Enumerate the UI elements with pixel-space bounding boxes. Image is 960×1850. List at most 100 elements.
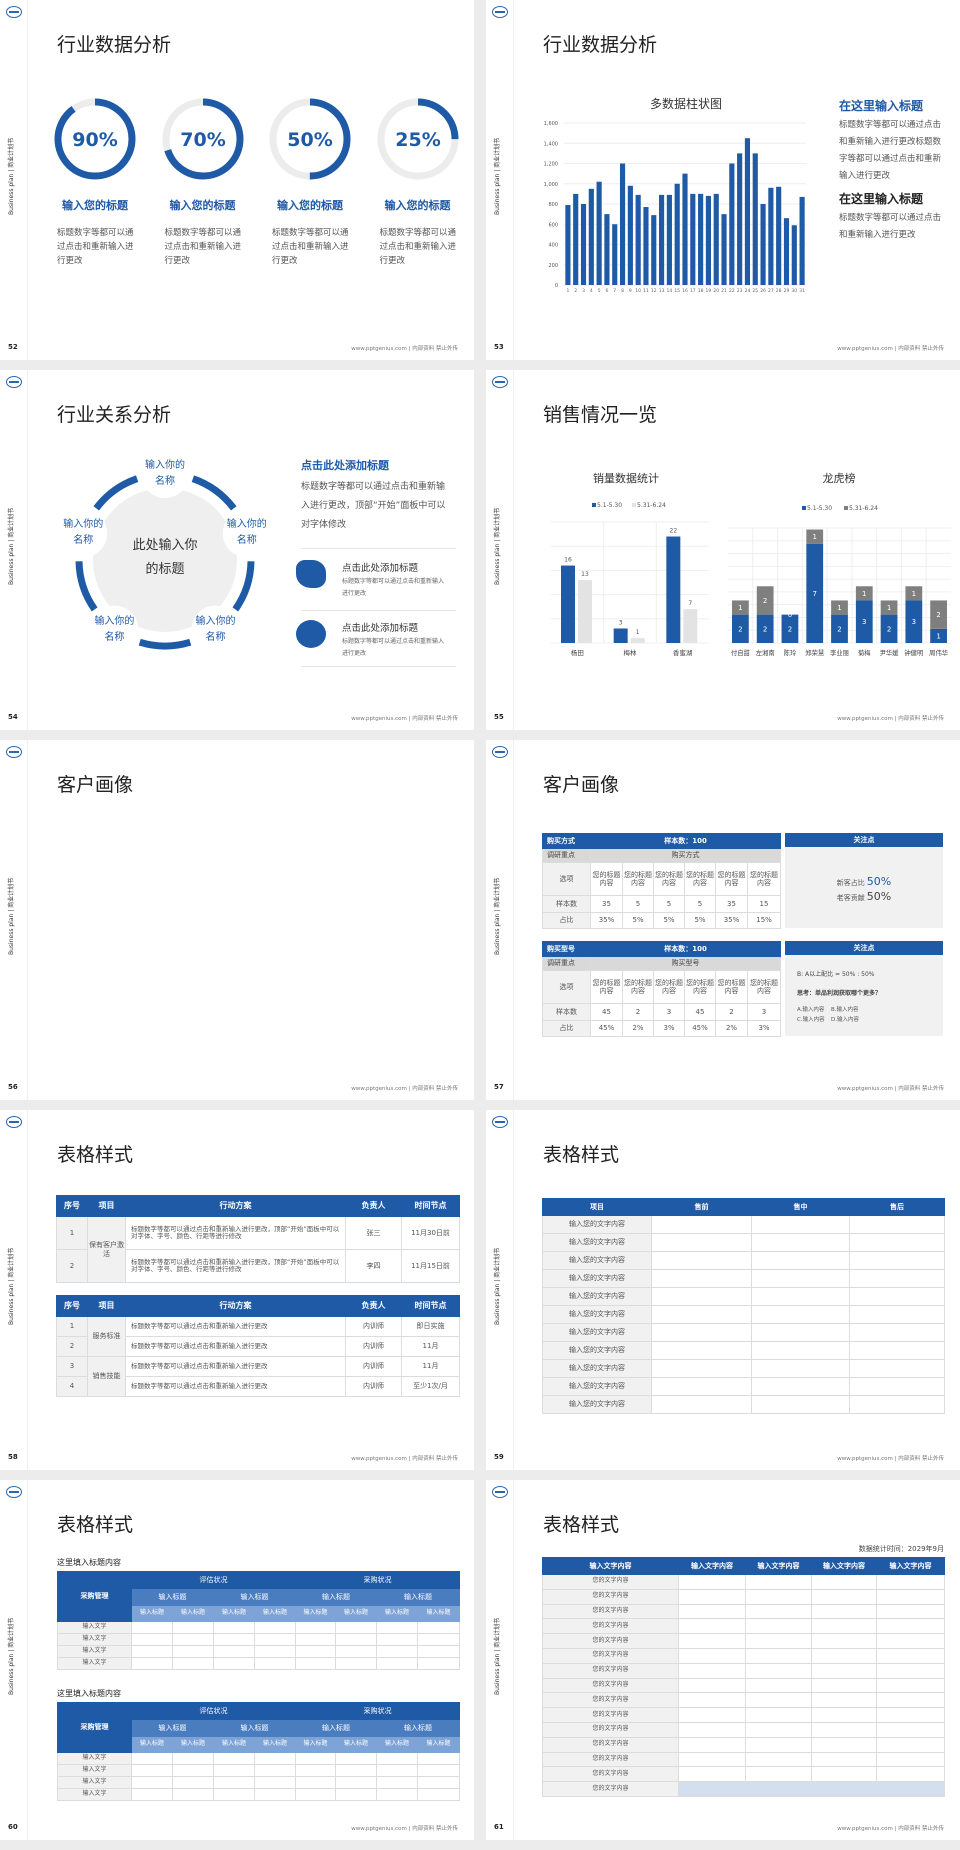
empty-cell[interactable] (678, 1588, 746, 1605)
empty-cell[interactable] (172, 1621, 214, 1634)
empty-cell[interactable] (745, 1751, 812, 1768)
empty-cell[interactable] (131, 1764, 173, 1777)
empty-cell[interactable] (376, 1764, 418, 1777)
empty-cell[interactable] (131, 1776, 173, 1789)
empty-cell[interactable] (678, 1707, 746, 1723)
empty-cell[interactable] (376, 1633, 418, 1646)
empty-cell[interactable] (745, 1647, 812, 1664)
empty-cell[interactable] (876, 1751, 945, 1768)
empty-cell[interactable] (745, 1603, 812, 1620)
empty-cell[interactable] (335, 1621, 377, 1634)
empty-cell[interactable] (254, 1621, 296, 1634)
empty-cell[interactable] (295, 1788, 336, 1801)
empty-cell[interactable] (745, 1633, 812, 1649)
empty-cell[interactable] (376, 1752, 418, 1765)
empty-cell[interactable] (751, 1395, 850, 1414)
empty-cell[interactable] (678, 1692, 746, 1709)
empty-cell[interactable] (376, 1657, 418, 1670)
empty-cell[interactable] (213, 1657, 255, 1670)
empty-cell[interactable] (751, 1377, 850, 1396)
empty-cell[interactable] (811, 1647, 877, 1664)
empty-cell[interactable] (678, 1751, 746, 1768)
empty-cell[interactable] (213, 1633, 255, 1646)
empty-cell[interactable] (295, 1764, 336, 1777)
empty-cell[interactable] (811, 1707, 877, 1723)
empty-cell[interactable] (254, 1657, 296, 1670)
empty-cell[interactable] (213, 1752, 255, 1765)
empty-cell[interactable] (849, 1215, 945, 1234)
empty-cell[interactable] (849, 1305, 945, 1324)
empty-cell[interactable] (745, 1574, 812, 1590)
empty-cell[interactable] (811, 1766, 877, 1783)
empty-cell[interactable] (751, 1233, 850, 1252)
empty-cell[interactable] (172, 1752, 214, 1765)
empty-cell[interactable] (745, 1721, 812, 1738)
empty-cell[interactable] (417, 1657, 460, 1670)
empty-cell[interactable] (131, 1645, 173, 1658)
empty-cell[interactable] (417, 1752, 460, 1765)
empty-cell[interactable] (417, 1788, 460, 1801)
empty-cell[interactable] (213, 1788, 255, 1801)
empty-cell[interactable] (876, 1736, 945, 1753)
empty-cell[interactable] (651, 1215, 752, 1234)
empty-cell[interactable] (335, 1788, 377, 1801)
empty-cell[interactable] (172, 1645, 214, 1658)
empty-cell[interactable] (213, 1764, 255, 1777)
empty-cell[interactable] (811, 1603, 877, 1620)
empty-cell[interactable] (849, 1395, 945, 1414)
empty-cell[interactable] (651, 1251, 752, 1270)
empty-cell[interactable] (849, 1233, 945, 1252)
empty-cell[interactable] (172, 1633, 214, 1646)
empty-cell[interactable] (811, 1736, 877, 1753)
empty-cell[interactable] (335, 1764, 377, 1777)
empty-cell[interactable] (131, 1752, 173, 1765)
empty-cell[interactable] (417, 1633, 460, 1646)
empty-cell[interactable] (876, 1603, 945, 1620)
empty-cell[interactable] (254, 1776, 296, 1789)
empty-cell[interactable] (651, 1287, 752, 1306)
empty-cell[interactable] (745, 1766, 812, 1783)
empty-cell[interactable] (751, 1341, 850, 1360)
empty-cell[interactable] (651, 1269, 752, 1288)
empty-cell[interactable] (295, 1776, 336, 1789)
empty-cell[interactable] (876, 1692, 945, 1709)
empty-cell[interactable] (849, 1251, 945, 1270)
empty-cell[interactable] (745, 1677, 812, 1694)
empty-cell[interactable] (131, 1621, 173, 1634)
empty-cell[interactable] (745, 1588, 812, 1605)
empty-cell[interactable] (335, 1657, 377, 1670)
empty-cell[interactable] (751, 1287, 850, 1306)
empty-cell[interactable] (172, 1764, 214, 1777)
empty-cell[interactable] (751, 1323, 850, 1342)
empty-cell[interactable] (751, 1359, 850, 1378)
empty-cell[interactable] (376, 1645, 418, 1658)
empty-cell[interactable] (335, 1776, 377, 1789)
empty-cell[interactable] (254, 1752, 296, 1765)
empty-cell[interactable] (811, 1721, 877, 1738)
empty-cell[interactable] (651, 1341, 752, 1360)
empty-cell[interactable] (751, 1215, 850, 1234)
empty-cell[interactable] (376, 1621, 418, 1634)
empty-cell[interactable] (745, 1736, 812, 1753)
empty-cell[interactable] (876, 1633, 945, 1649)
empty-cell[interactable] (876, 1647, 945, 1664)
empty-cell[interactable] (751, 1305, 850, 1324)
empty-cell[interactable] (254, 1645, 296, 1658)
empty-cell[interactable] (417, 1621, 460, 1634)
empty-cell[interactable] (131, 1633, 173, 1646)
empty-cell[interactable] (876, 1677, 945, 1694)
empty-cell[interactable] (811, 1633, 877, 1649)
empty-cell[interactable] (651, 1323, 752, 1342)
empty-cell[interactable] (254, 1633, 296, 1646)
empty-cell[interactable] (876, 1588, 945, 1605)
empty-cell[interactable] (651, 1233, 752, 1252)
empty-cell[interactable] (678, 1721, 746, 1738)
empty-cell[interactable] (678, 1677, 746, 1694)
empty-cell[interactable] (295, 1633, 336, 1646)
empty-cell[interactable] (876, 1766, 945, 1783)
empty-cell[interactable] (751, 1269, 850, 1288)
empty-cell[interactable] (849, 1341, 945, 1360)
empty-cell[interactable] (295, 1752, 336, 1765)
empty-cell[interactable] (651, 1305, 752, 1324)
empty-cell[interactable] (811, 1662, 877, 1679)
